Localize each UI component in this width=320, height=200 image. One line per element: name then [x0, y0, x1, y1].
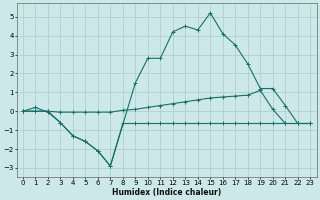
- X-axis label: Humidex (Indice chaleur): Humidex (Indice chaleur): [112, 188, 221, 197]
